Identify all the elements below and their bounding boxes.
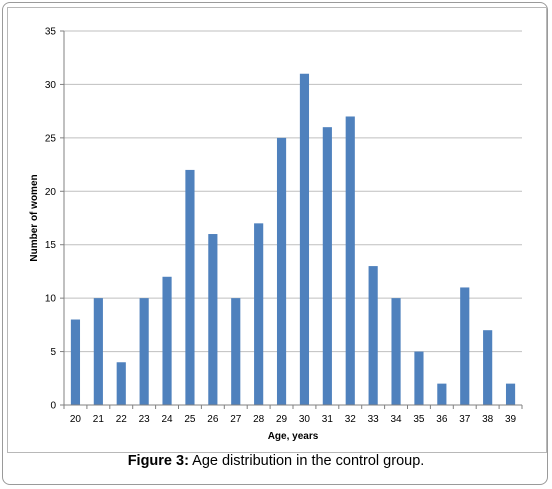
bar-age-32 <box>345 116 355 405</box>
y-tick-labels: 0 5 10 15 20 25 30 35 <box>45 27 57 412</box>
axes <box>63 31 523 409</box>
y-tick-label: 20 <box>45 187 57 198</box>
bar-age-25 <box>185 169 195 405</box>
bar-age-23 <box>139 298 149 405</box>
bar-age-28 <box>254 223 264 405</box>
y-tick-label: 15 <box>45 240 57 251</box>
y-tick-label: 10 <box>45 294 57 305</box>
bar-age-36 <box>437 383 447 405</box>
x-tick-label: 21 <box>93 414 105 425</box>
chart-area <box>7 7 547 453</box>
x-tick-label: 20 <box>70 414 82 425</box>
bar-age-29 <box>276 137 287 405</box>
x-tick-label: 30 <box>299 414 311 425</box>
bar-age-33 <box>368 266 378 405</box>
x-tick-label: 28 <box>253 414 265 425</box>
x-tick-label: 24 <box>161 414 173 425</box>
caption-text: Age distribution in the control group. <box>188 453 425 469</box>
figure-caption: Figure 3: Age distribution in the contro… <box>0 453 552 469</box>
bars <box>70 73 516 406</box>
y-tick-label: 30 <box>45 80 57 91</box>
bar-age-22 <box>116 362 126 405</box>
bar-age-34 <box>391 298 401 405</box>
x-tick-label: 34 <box>390 414 402 425</box>
age-distribution-chart: 0 5 10 15 20 25 30 35 20 21 22 23 24 25 26 27 28 29 30 31 3… <box>29 27 523 442</box>
x-tick-label: 29 <box>276 414 288 425</box>
x-tick-label: 27 <box>230 414 242 425</box>
bar-age-38 <box>483 330 493 405</box>
x-tick-label: 37 <box>459 414 471 425</box>
bar-age-20 <box>70 319 81 405</box>
bar-age-30 <box>299 73 310 405</box>
bar-age-21 <box>93 298 103 405</box>
bar-age-24 <box>162 276 172 405</box>
x-tick-label: 31 <box>322 414 334 425</box>
bar-age-35 <box>414 351 424 405</box>
x-tick-labels: 20 21 22 23 24 25 26 27 28 29 30 31 32 33 34 35 36 37 38 39 <box>70 414 517 425</box>
y-tick-label: 35 <box>45 27 57 38</box>
y-tick-label: 25 <box>45 133 57 144</box>
x-tick-label: 26 <box>207 414 219 425</box>
bar-age-27 <box>231 298 241 405</box>
gridlines <box>60 30 522 406</box>
x-tick-label: 22 <box>116 414 128 425</box>
x-tick-label: 35 <box>413 414 425 425</box>
x-tick-label: 39 <box>505 414 517 425</box>
x-tick-label: 36 <box>436 414 448 425</box>
x-tick-label: 23 <box>139 414 151 425</box>
x-tick-label: 25 <box>184 414 196 425</box>
bar-age-39 <box>505 383 516 405</box>
y-axis-label: Number of women <box>29 174 40 261</box>
caption-label: Figure 3: <box>127 453 189 469</box>
x-tick-label: 33 <box>368 414 380 425</box>
y-tick-label: 5 <box>50 347 56 358</box>
x-tick-label: 32 <box>345 414 357 425</box>
x-axis-label: Age, years <box>268 431 319 442</box>
bar-age-37 <box>460 287 470 405</box>
y-tick-label: 0 <box>50 401 56 412</box>
bar-age-26 <box>208 234 218 405</box>
bar-age-31 <box>322 127 332 406</box>
x-tick-label: 38 <box>482 414 494 425</box>
